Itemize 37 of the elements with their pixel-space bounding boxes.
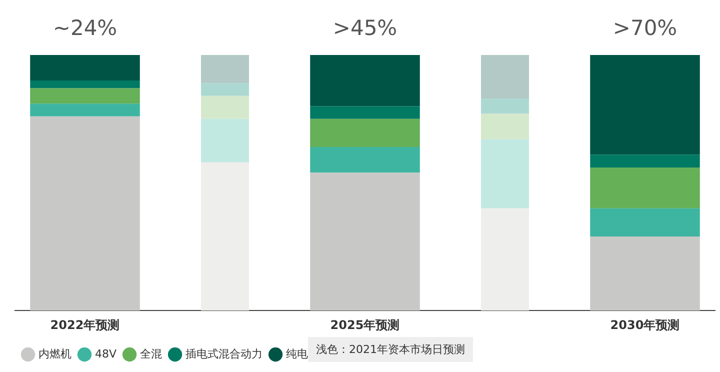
bar: [200, 96, 250, 119]
bar: [200, 162, 250, 311]
legend-label: 48V: [95, 347, 117, 360]
text: 浅色：2021年资本市场日预测: [308, 337, 473, 362]
bar: [590, 236, 700, 311]
bar: [590, 55, 700, 155]
bar: [590, 167, 700, 208]
bar: [310, 55, 420, 106]
x-tick-label: 2030年预测: [610, 318, 680, 332]
bar: [30, 88, 140, 104]
bar: [480, 98, 530, 114]
x-tick-label: 2022年预测: [50, 318, 120, 332]
legend-label: 纯电: [286, 347, 308, 360]
bar: [310, 118, 420, 148]
bar: [30, 104, 140, 116]
bar: [590, 208, 700, 236]
text: >70%: [612, 16, 678, 40]
bar: [30, 55, 140, 81]
x-tick-label: 2025年预测: [330, 318, 400, 332]
bar: [480, 55, 530, 98]
bar: [310, 147, 420, 173]
legend-label: 全混: [140, 347, 162, 360]
bar: [30, 116, 140, 311]
bar: [480, 139, 530, 208]
bar: [480, 114, 530, 140]
bar: [310, 106, 420, 119]
bar: [30, 80, 140, 88]
bar: [590, 154, 700, 168]
text: ~24%: [52, 16, 118, 40]
bar: [200, 118, 250, 162]
legend-label: 插电式混合动力: [186, 347, 263, 360]
bar: [200, 83, 250, 96]
bar: [480, 208, 530, 311]
bar: [200, 55, 250, 84]
bar: [310, 172, 420, 311]
legend-label: 内燃机: [38, 347, 72, 360]
text: >45%: [332, 16, 398, 40]
